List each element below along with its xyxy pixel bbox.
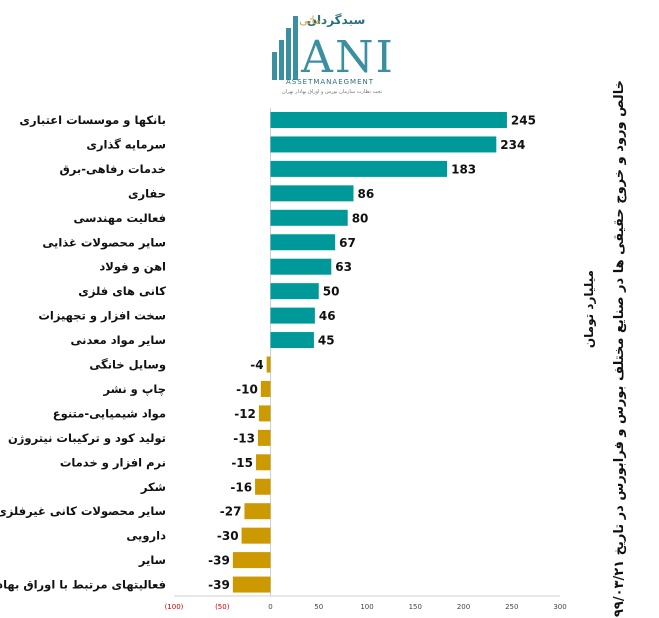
- brand-main-text: ANI: [300, 32, 395, 83]
- brand-logo: سبدگردان مانی ANI ASSETMANAEGMENT تحت نظ…: [272, 13, 395, 95]
- category-label: تولید کود و ترکیبات نیتروژن: [8, 431, 166, 446]
- data-label: -39: [208, 554, 230, 568]
- category-label: سایر محصولات کانی غیرفلزی: [0, 504, 166, 519]
- category-label: فعالیتهای مرتبط با اوراق بهادار: [0, 578, 166, 593]
- bar: [244, 503, 271, 520]
- bar: [232, 552, 271, 569]
- brand-sub-text: ASSETMANAEGMENT: [286, 78, 374, 86]
- category-label: شکر: [140, 480, 166, 494]
- category-label: کانی های فلزی: [78, 284, 166, 298]
- bar: [257, 429, 271, 446]
- data-label: -16: [230, 480, 252, 494]
- category-label: خدمات رفاهی-برق: [59, 162, 166, 176]
- data-label: 50: [323, 285, 340, 299]
- x-tick-label: 0: [268, 603, 272, 611]
- category-label: وسایل خانگی: [89, 358, 166, 373]
- data-label: 86: [357, 187, 374, 201]
- bar: [232, 576, 271, 593]
- x-tick-label: 100: [360, 603, 373, 611]
- data-label: -27: [220, 505, 242, 519]
- data-label: -15: [231, 456, 253, 470]
- chart-unit-label: میلیارد تومان: [582, 270, 596, 349]
- bar: [270, 283, 319, 300]
- x-tick-label: 50: [314, 603, 323, 611]
- category-label: حفاری: [128, 186, 166, 200]
- bar: [270, 258, 332, 275]
- category-label: سایر محصولات غذایی: [42, 235, 166, 250]
- brand-top-text: سبدگردان: [307, 13, 366, 27]
- logo-bars-icon: [272, 16, 298, 80]
- bar: [256, 454, 271, 471]
- data-label: 46: [319, 309, 336, 323]
- category-label: فعالیت مهندسی: [73, 211, 166, 225]
- data-label: 234: [500, 138, 525, 152]
- bar: [255, 478, 271, 495]
- category-label: اهن و فولاد: [99, 260, 166, 275]
- data-label: 80: [352, 211, 369, 225]
- data-label: -30: [217, 529, 239, 543]
- x-tick-label: 300: [553, 603, 566, 611]
- bar: [241, 527, 271, 544]
- data-label: 63: [335, 260, 352, 274]
- bar: [270, 332, 314, 349]
- x-tick-label: (100): [165, 603, 184, 611]
- data-label: 45: [318, 334, 335, 348]
- data-label: 67: [339, 236, 356, 250]
- category-label: دارویی: [126, 529, 166, 544]
- category-label: سایر مواد معدنی: [71, 333, 167, 348]
- data-label: -13: [233, 431, 255, 445]
- x-tick-label: 250: [505, 603, 518, 611]
- brand-tagline: تحت نظارت سازمان بورس و اوراق بهادار تهر…: [282, 89, 383, 95]
- bar: [258, 405, 271, 422]
- chart-title: خالص ورود و خروج حقیقی ها در صنایع مختلف…: [612, 80, 627, 617]
- bar: [270, 209, 348, 226]
- bar: [270, 185, 354, 202]
- brand-top-accent: مانی: [299, 14, 321, 27]
- data-label: -12: [234, 407, 256, 421]
- bar: [270, 136, 497, 153]
- bar: [270, 307, 315, 324]
- bar: [260, 380, 271, 397]
- x-tick-label: 200: [457, 603, 470, 611]
- category-label: سخت افزار و تجهیزات: [38, 309, 166, 324]
- bar: [270, 234, 336, 251]
- data-label: -39: [208, 578, 230, 592]
- bar: [270, 112, 507, 128]
- x-tick-label: (50): [215, 603, 230, 611]
- category-label: سرمایه گذاری: [86, 137, 166, 151]
- data-label: -4: [250, 358, 263, 372]
- data-label: 245: [511, 114, 536, 128]
- category-label: بانکها و موسسات اعتباری: [19, 113, 166, 128]
- bar: [266, 356, 271, 373]
- category-label: نرم افزار و خدمات: [60, 455, 166, 470]
- data-label: -10: [236, 382, 258, 396]
- bar: [270, 160, 448, 177]
- category-label: سایر: [138, 553, 166, 567]
- x-tick-label: 150: [409, 603, 422, 611]
- data-label: 183: [451, 162, 476, 176]
- category-label: مواد شیمیایی-متنوع: [53, 406, 166, 421]
- category-label: چاپ و نشر: [103, 382, 167, 397]
